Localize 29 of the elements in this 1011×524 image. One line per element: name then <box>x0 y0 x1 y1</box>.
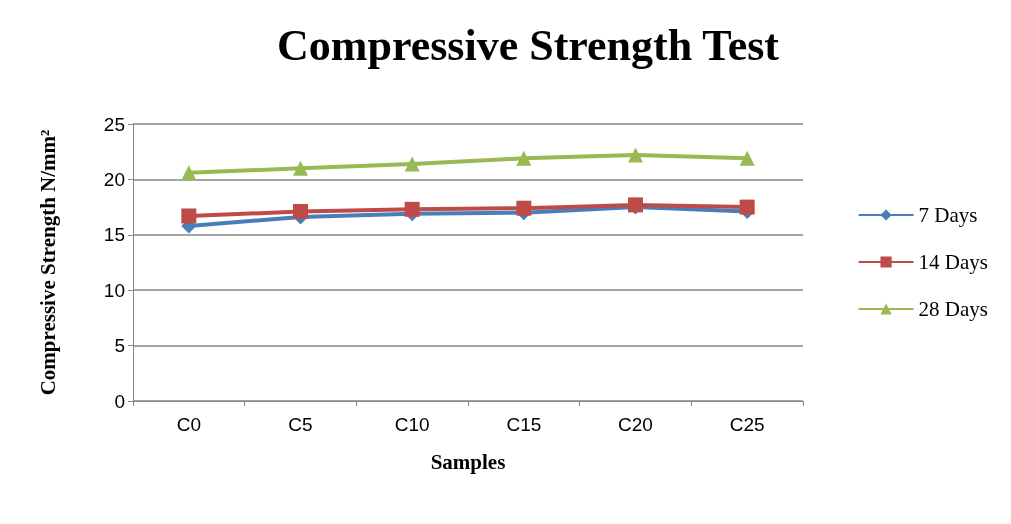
y-tick-label: 20 <box>103 168 125 190</box>
y-tick-label: 5 <box>114 335 125 357</box>
point <box>516 150 532 166</box>
legend-label: 7 Days <box>918 203 978 227</box>
x-tick-label: C20 <box>618 414 653 435</box>
x-tick-label: C5 <box>288 414 313 435</box>
x-tick-label: C25 <box>729 414 765 435</box>
point <box>181 208 197 224</box>
point <box>181 165 197 181</box>
x-axis-title: Samples <box>430 449 506 474</box>
y-tick-label: 0 <box>114 390 125 412</box>
x-tick-label: C15 <box>506 414 542 435</box>
point <box>739 199 755 215</box>
legend-label: 28 Days <box>918 297 989 321</box>
y-tick-label: 15 <box>103 224 125 246</box>
point <box>516 200 532 216</box>
point <box>739 150 755 166</box>
point <box>628 147 643 163</box>
y-tick-label: 25 <box>103 113 125 135</box>
chart-title: Compressive Strength Test <box>277 20 780 70</box>
y-tick-label: 10 <box>103 279 125 301</box>
y-axis-title: Compressive Strength N/mm² <box>35 129 60 396</box>
point <box>404 156 420 172</box>
point <box>404 201 420 217</box>
point <box>293 160 308 176</box>
point <box>293 204 308 220</box>
legend-label: 14 Days <box>918 250 989 274</box>
x-tick-label: C0 <box>176 414 201 435</box>
x-tick-label: C10 <box>394 414 430 435</box>
